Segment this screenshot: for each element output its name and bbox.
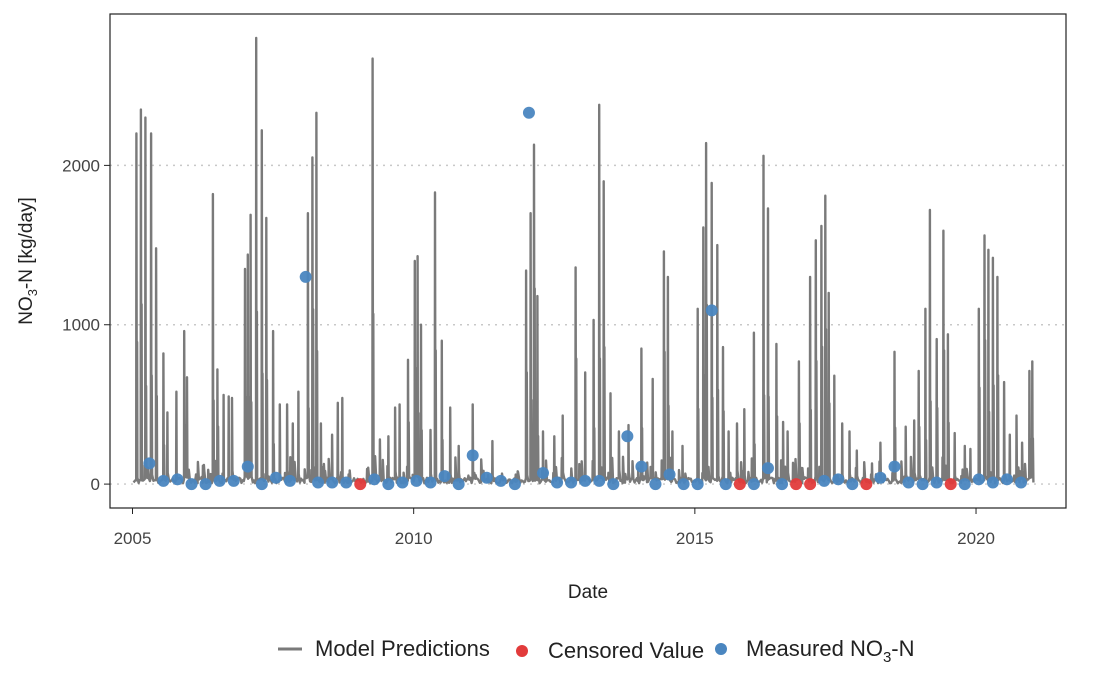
measured-point (593, 474, 606, 487)
legend: Model Predictions Censored Value Measure… (278, 636, 915, 666)
measured-point (677, 478, 690, 491)
measured-point (299, 270, 312, 283)
measured-point (241, 460, 254, 473)
censored-point (944, 478, 957, 491)
measured-point (972, 473, 985, 486)
measured-point (438, 470, 451, 483)
measured-point (340, 476, 353, 489)
censored-points (354, 478, 957, 491)
measured-point (410, 474, 423, 487)
measured-point (480, 471, 493, 484)
measured-point (761, 462, 774, 475)
measured-point (902, 476, 915, 489)
censored-point (860, 478, 873, 491)
measured-point (227, 474, 240, 487)
measured-point (255, 478, 268, 491)
measured-point (312, 476, 325, 489)
measured-point (719, 478, 732, 491)
plot-panel-border (109, 13, 1067, 509)
measured-point (579, 474, 592, 487)
measured-point (143, 457, 156, 470)
x-axis-title: Date (568, 582, 608, 603)
measured-point (396, 476, 409, 489)
measured-point (326, 476, 339, 489)
x-tick-label: 2015 (676, 529, 714, 548)
legend-label-censored: Censored Value (548, 638, 704, 663)
measured-point (691, 478, 704, 491)
y-axis: 0 1000 2000 (62, 156, 110, 494)
y-tick-label: 2000 (62, 156, 100, 175)
measured-point (494, 474, 507, 487)
measured-point (522, 106, 535, 119)
model-predictions-line (132, 36, 1035, 485)
measured-point (607, 478, 620, 491)
censored-point (804, 478, 817, 491)
x-axis: 2005 2010 2015 2020 (114, 508, 995, 548)
measured-point (452, 478, 465, 491)
measured-point (818, 474, 831, 487)
measured-point (649, 478, 662, 491)
legend-label-model: Model Predictions (315, 636, 490, 661)
measured-point (368, 473, 381, 486)
measured-point (663, 468, 676, 481)
legend-key-censored-point (516, 645, 528, 657)
y-tick-label: 1000 (62, 316, 100, 335)
x-tick-label: 2005 (114, 529, 152, 548)
measured-point (269, 471, 282, 484)
measured-point (916, 478, 929, 491)
x-tick-label: 2010 (395, 529, 433, 548)
measured-point (747, 478, 760, 491)
measured-point (199, 478, 212, 491)
measured-point (888, 460, 901, 473)
legend-key-measured-point (715, 643, 727, 655)
measured-point (537, 466, 550, 479)
measured-point (832, 473, 845, 486)
measured-point (986, 476, 999, 489)
model-predictions-series (132, 36, 1035, 485)
measured-points (143, 106, 1028, 491)
measured-point (1000, 473, 1013, 486)
legend-label-measured: Measured NO3-N (746, 636, 915, 666)
measured-point (283, 474, 296, 487)
measured-point (213, 474, 226, 487)
measured-point (621, 430, 634, 443)
measured-point (185, 478, 198, 491)
measured-point (930, 476, 943, 489)
x-tick-label: 2020 (957, 529, 995, 548)
y-tick-label: 0 (91, 475, 100, 494)
y-axis-title: NO3-N [kg/day] (16, 197, 40, 325)
censored-point (733, 478, 746, 491)
measured-point (157, 474, 170, 487)
measured-point (551, 476, 564, 489)
censored-point (354, 478, 367, 491)
measured-point (874, 471, 887, 484)
measured-point (846, 478, 859, 491)
measured-point (705, 304, 718, 317)
measured-point (466, 449, 479, 462)
censored-point (790, 478, 803, 491)
measured-point (171, 473, 184, 486)
measured-point (565, 476, 578, 489)
measured-point (776, 478, 789, 491)
measured-point (958, 478, 971, 491)
measured-point (1015, 476, 1028, 489)
measured-point (424, 476, 437, 489)
measured-point (635, 460, 648, 473)
measured-point (382, 478, 395, 491)
measured-point (508, 478, 521, 491)
